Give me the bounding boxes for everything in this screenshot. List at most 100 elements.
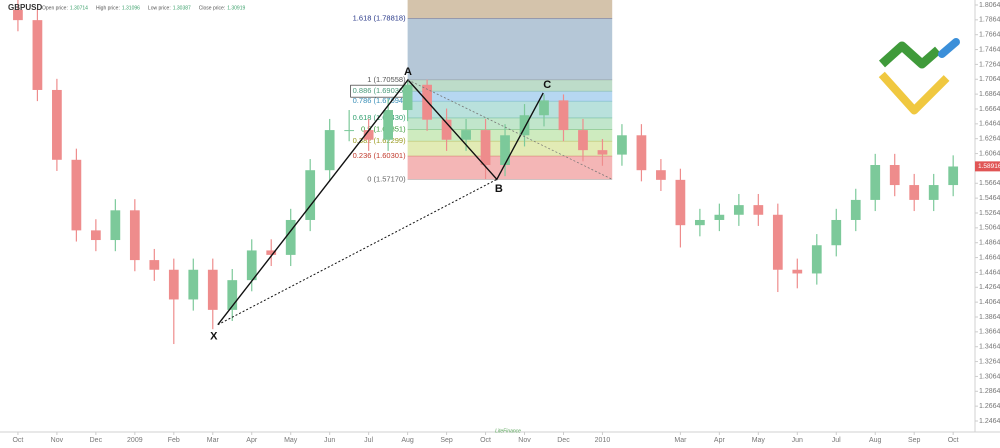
pattern-dotted-xb <box>217 178 498 326</box>
candle-body <box>129 210 140 261</box>
x-tick-label: Oct <box>948 437 959 444</box>
candle-body <box>227 280 238 310</box>
y-tick-label: 1.38640 <box>979 314 1000 321</box>
candle-body <box>831 219 842 246</box>
candle-body <box>71 159 82 231</box>
candle-body <box>285 219 296 255</box>
x-tick-label: 2010 <box>595 437 611 444</box>
fib-band <box>407 79 613 92</box>
y-tick-label: 1.70640 <box>979 76 1000 83</box>
fib-band <box>407 117 613 130</box>
y-tick-label: 1.50640 <box>979 225 1000 232</box>
candle-body <box>695 219 705 226</box>
fib-level-label: 0.236 (1.60301) <box>353 151 406 160</box>
fib-band <box>407 156 613 180</box>
y-tick-label: 1.60640 <box>979 150 1000 157</box>
ohlc-label: Low price: <box>148 5 171 11</box>
candle-body <box>52 89 62 160</box>
y-tick-label: 1.42640 <box>979 284 1000 291</box>
fib-level-label: 0.382 (1.62299) <box>353 136 406 145</box>
y-tick-label: 1.44640 <box>979 269 1000 276</box>
candle-body <box>246 250 257 281</box>
ohlc-value: 1.31096 <box>122 5 140 11</box>
fib-band <box>407 0 613 19</box>
candle-body <box>617 135 627 155</box>
x-tick-label: Apr <box>714 437 726 444</box>
candle-body <box>13 9 23 21</box>
x-tick-label: Dec <box>90 437 103 444</box>
x-tick-label: Aug <box>401 437 414 444</box>
y-tick-label: 1.72640 <box>979 61 1000 68</box>
logo-blue <box>938 38 960 58</box>
fib-band <box>407 129 613 142</box>
fib-level-label: 0 (1.57170) <box>367 174 406 183</box>
candles-layer <box>13 0 959 345</box>
candle-body <box>90 230 101 241</box>
logo <box>878 38 960 115</box>
y-tick-label: 1.56640 <box>979 180 1000 187</box>
candle-body <box>733 205 744 215</box>
candle-body <box>519 115 530 136</box>
pattern-point-label: A <box>404 66 412 78</box>
ohlc-label: High price: <box>96 5 120 11</box>
candle-body <box>500 135 510 165</box>
candle-body <box>753 205 764 215</box>
candle-body <box>772 214 783 270</box>
fib-level-label: 1 (1.70558) <box>367 75 406 84</box>
candle-body <box>889 164 900 186</box>
candle-body <box>558 100 569 131</box>
header: GBPUSD Open price: 1.30714 High price: 1.31… <box>8 3 245 12</box>
candle-body <box>110 210 121 241</box>
x-tick-label: May <box>752 437 766 444</box>
fib-band <box>407 141 613 157</box>
candle-body <box>188 269 199 300</box>
y-tick-label: 1.34640 <box>979 344 1000 351</box>
fib-level-label: 1.618 (1.78818) <box>353 13 406 22</box>
y-tick-label: 1.78640 <box>979 17 1000 24</box>
x-tick-label: Apr <box>246 437 258 444</box>
last-price-tag <box>975 161 1000 172</box>
y-tick-label: 1.36640 <box>979 329 1000 336</box>
candle-body <box>402 84 413 111</box>
candle-body <box>344 130 355 132</box>
x-tick-label: Jun <box>792 437 803 444</box>
fib-band <box>407 101 613 118</box>
y-tick-label: 1.46640 <box>979 254 1000 261</box>
ohlc-value: 1.30919 <box>227 5 245 11</box>
candle-body <box>928 185 939 200</box>
y-tick-label: 1.24640 <box>979 418 1000 425</box>
candle-body <box>266 250 277 255</box>
x-tick-label: Nov <box>518 437 531 444</box>
y-tick-label: 1.28640 <box>979 388 1000 395</box>
x-tick-label: Feb <box>168 437 180 444</box>
x-tick-label: May <box>284 437 298 444</box>
candle-body <box>597 150 608 155</box>
candle-body <box>168 269 179 300</box>
ohlc-value: 1.30387 <box>173 5 191 11</box>
x-tick-label: Jul <box>832 437 841 444</box>
y-tick-label: 1.66640 <box>979 106 1000 113</box>
y-tick-label: 1.64640 <box>979 121 1000 128</box>
y-tick-label: 1.32640 <box>979 358 1000 365</box>
y-tick-label: 1.80640 <box>979 2 1000 9</box>
y-tick-label: 1.26640 <box>979 403 1000 410</box>
fibonacci-layer: 0 (1.57170) 0.236 (1.60301) 0.382 (1.62299… <box>350 0 613 183</box>
y-tick-label: 1.68640 <box>979 91 1000 98</box>
x-tick-label: Sep <box>908 437 921 444</box>
x-tick-label: Jul <box>364 437 373 444</box>
ohlc-value: 1.30714 <box>70 5 88 11</box>
y-tick-label: 1.30640 <box>979 373 1000 380</box>
candle-body <box>149 260 160 270</box>
y-tick-label: 1.76640 <box>979 32 1000 39</box>
candle-body <box>870 164 881 200</box>
x-tick-label: 2009 <box>127 437 143 444</box>
x-tick-label: Sep <box>440 437 453 444</box>
candle-body <box>850 199 861 220</box>
pattern-point-label: X <box>210 331 218 343</box>
x-tick-label: Mar <box>207 437 220 444</box>
candle-body <box>656 170 666 180</box>
candle-body <box>948 166 959 186</box>
fib-band <box>407 18 613 80</box>
